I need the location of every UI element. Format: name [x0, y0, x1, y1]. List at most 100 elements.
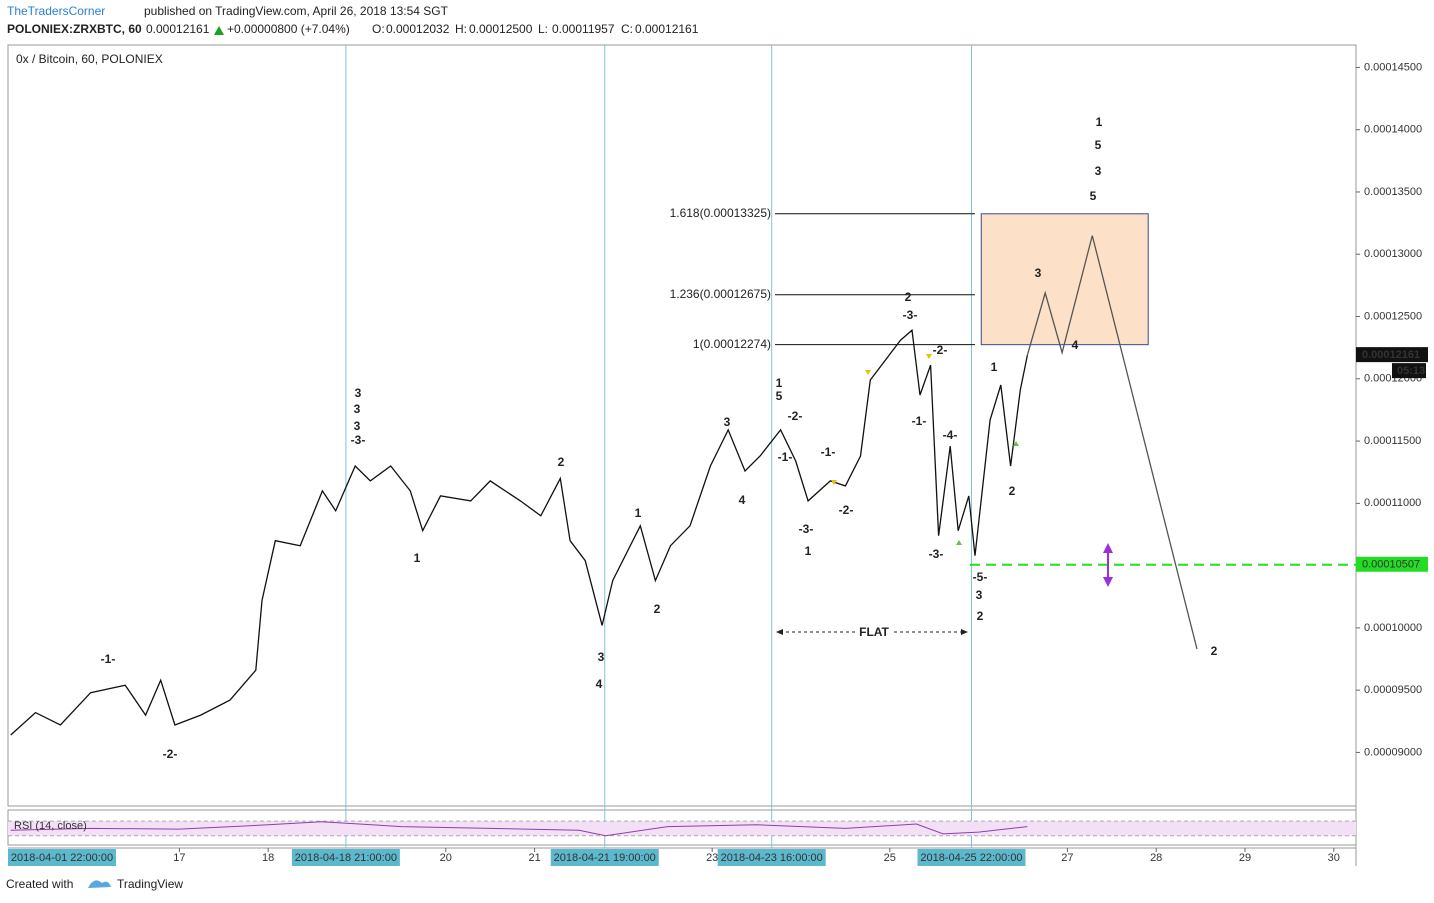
y-tick-label: 0.00011500 [1364, 435, 1421, 447]
wave-label: 1 [805, 544, 812, 558]
y-tick-label: 0.00013000 [1364, 248, 1422, 260]
wave-label: 4 [1072, 338, 1079, 352]
y-tick-label: 0.00014000 [1364, 124, 1422, 136]
ohlc-value: 0.00012032 [386, 22, 450, 36]
x-tick-label: 28 [1150, 852, 1162, 864]
wave-label: 3 [1095, 164, 1102, 178]
wave-label: 1 [776, 376, 783, 390]
time-highlight-label: 2018-04-25 22:00:00 [920, 852, 1022, 864]
x-tick-label: 18 [262, 852, 274, 864]
wave-label: 5 [1095, 138, 1102, 152]
up-icon [214, 26, 224, 35]
x-tick-label: 20 [440, 852, 452, 864]
ohlc-label: H: [455, 22, 467, 36]
time-highlight-label: 2018-04-23 16:00:00 [721, 852, 823, 864]
time-highlight-label: 2018-04-21 19:00:00 [554, 852, 656, 864]
ohlc-value: 0.00012161 [635, 22, 699, 36]
ohlc-label: C: [621, 22, 633, 36]
support-tag-text: 0.00010507 [1362, 559, 1420, 571]
wave-label: 2 [558, 455, 565, 469]
y-tick-label: 0.00009500 [1364, 684, 1422, 696]
x-tick-label: 21 [528, 852, 540, 864]
time-highlight [717, 849, 826, 866]
wave-label: -2- [788, 409, 803, 423]
published: published on TradingView.com, April 26, … [144, 4, 449, 18]
x-tick-label: 30 [1328, 852, 1340, 864]
ohlc-label: L: [538, 22, 548, 36]
wave-label: -2- [933, 343, 948, 357]
header-line: TheTradersCorner [7, 4, 105, 18]
x-tick-label: 25 [884, 852, 896, 864]
footer-created: Created with [6, 877, 73, 891]
last-price-tag [1356, 347, 1428, 363]
fib-label: 1(0.00012274) [693, 337, 771, 351]
flat-label: FLAT [859, 625, 889, 639]
wave-label: -1- [778, 450, 793, 464]
wave-label: -2- [163, 747, 178, 761]
ohlc-value: 0.00012500 [469, 22, 533, 36]
ohlc: O: 0.00012032 H: 0.00012500 L: 0.00011957 C: 0.… [372, 22, 699, 36]
wave-label: -1- [101, 652, 116, 666]
fib-label: 1.236(0.00012675) [670, 287, 771, 301]
y-tick-label: 0.00010000 [1364, 622, 1422, 634]
y-tick-label: 0.00012500 [1364, 310, 1422, 322]
wave-label: 1 [1096, 115, 1103, 129]
time-highlight [8, 849, 116, 866]
y-tick-label: 0.00013500 [1364, 186, 1422, 198]
x-tick-label: 27 [1061, 852, 1073, 864]
author[interactable]: TheTradersCorner [7, 4, 105, 18]
wave-label: 2 [1009, 484, 1016, 498]
time-highlight-label: 2018-04-18 21:00:00 [295, 852, 397, 864]
wave-label: 2 [654, 602, 661, 616]
wave-label: 1 [991, 360, 998, 374]
wave-label: -4- [943, 428, 958, 442]
ohlc-label: O: [372, 22, 385, 36]
time-highlight [917, 849, 1026, 866]
ohlc-value: 0.00011957 [552, 22, 615, 36]
x-tick-label: 23 [706, 852, 718, 864]
wave-label: 3 [1035, 266, 1042, 280]
rsi-line [10, 821, 1028, 837]
wave-label: -3- [929, 547, 944, 561]
wave-label: -3- [799, 522, 814, 536]
wave-label: 3 [355, 386, 362, 400]
wave-label: 3 [724, 415, 731, 429]
target-box [980, 213, 1149, 346]
x-tick-label: 29 [1239, 852, 1251, 864]
wave-label: 5 [1090, 189, 1097, 203]
wave-label: -1- [821, 445, 836, 459]
y-tick-label: 0.00011000 [1364, 497, 1421, 509]
wave-label: 2 [977, 609, 984, 623]
wave-label: 3 [354, 402, 361, 416]
y-tick-label: 0.00009000 [1364, 746, 1422, 758]
wave-label: 3 [598, 650, 605, 664]
rsi-band [8, 821, 1356, 836]
wave-label: 1 [414, 551, 421, 565]
wave-label: 2 [905, 290, 912, 304]
range-arrow-heads [1103, 543, 1113, 587]
wave-label: 4 [596, 677, 603, 691]
wave-label: 5 [776, 389, 783, 403]
last-price-tag-text: 0.00012161 [1362, 349, 1420, 361]
wave-label: 2 [1211, 644, 1218, 658]
change: +0.00000800 (+7.04%) [227, 22, 350, 36]
wave-label: 4 [739, 493, 746, 507]
chart-title: 0x / Bitcoin, 60, POLONIEX [16, 52, 163, 66]
last-price: 0.00012161 [146, 22, 210, 36]
tv-logo [88, 880, 111, 888]
support-tag [1356, 556, 1428, 572]
footer-brand[interactable]: TradingView [117, 877, 183, 891]
symbol: POLONIEX:ZRXBTC, 60 [7, 22, 142, 36]
countdown-tag [1392, 363, 1426, 379]
price-line [10, 328, 1029, 736]
wave-label: -3- [351, 433, 366, 447]
wave-label: -1- [912, 414, 927, 428]
rsi-label: RSI (14, close) [14, 820, 87, 832]
x-tick-label: 17 [173, 852, 185, 864]
projection-line [1026, 235, 1198, 650]
wave-label: 1 [635, 506, 642, 520]
time-highlight [550, 849, 659, 866]
wave-label: 3 [354, 419, 361, 433]
flat-bg [856, 625, 892, 639]
